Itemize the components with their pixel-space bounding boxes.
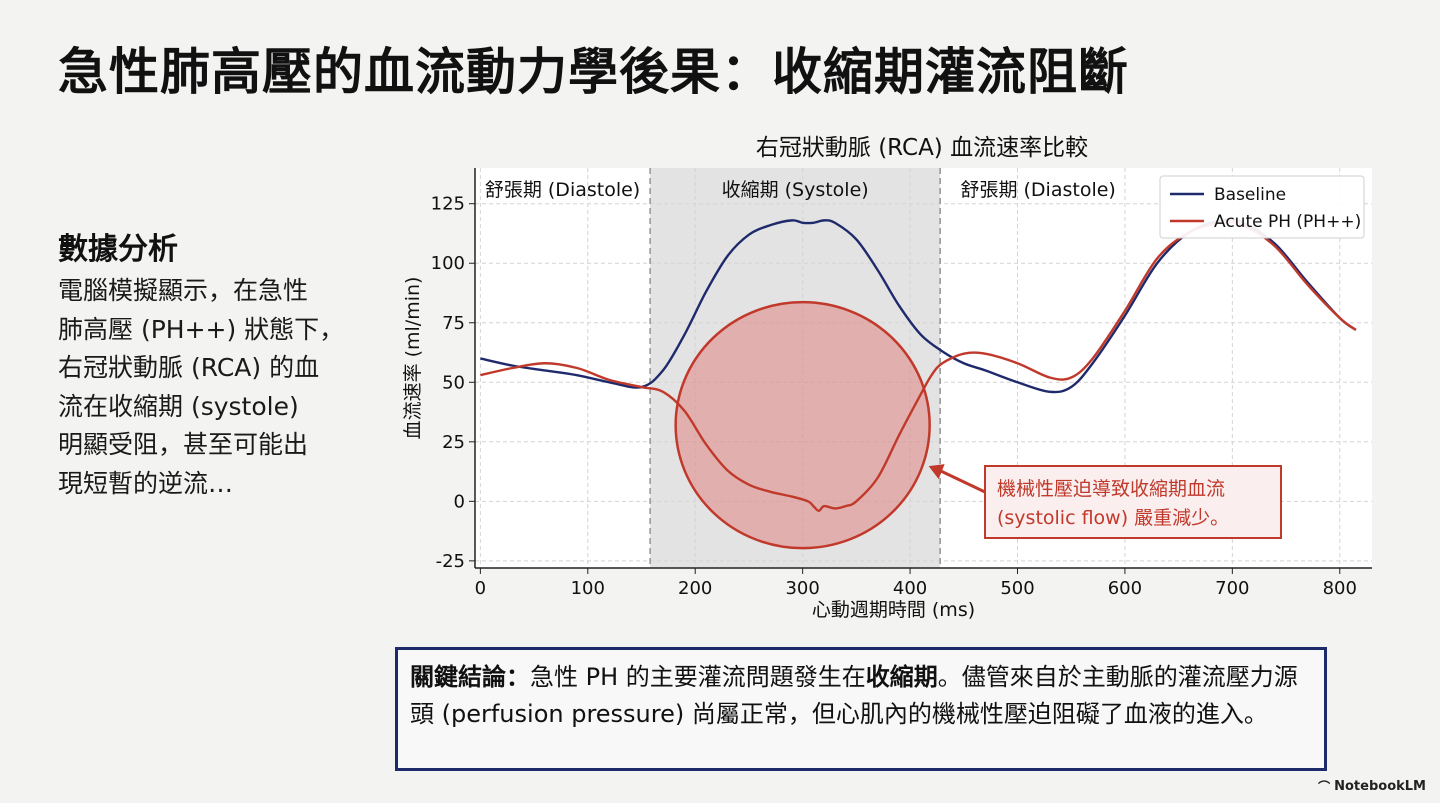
x-tick-label: 300 [785, 578, 819, 599]
y-tick-label: 0 [454, 491, 465, 512]
analysis-line: 右冠狀動脈 (RCA) 的血 [58, 353, 320, 382]
phase-label: 收縮期 (Systole) [722, 179, 869, 201]
acute-ph-series-line [480, 220, 1357, 513]
analysis-text: 電腦模擬顯示，在急性 肺高壓 (PH++) 狀態下， 右冠狀動脈 (RCA) 的… [58, 272, 358, 503]
x-tick-label: 500 [1000, 578, 1034, 599]
legend-label: Acute PH (PH++) [1214, 212, 1361, 232]
x-tick-label: 200 [678, 578, 712, 599]
highlight-circle [674, 300, 931, 550]
annotation-arrowhead [928, 464, 945, 480]
conclusion-label: 關鍵結論： [410, 663, 530, 691]
x-tick-label: 800 [1323, 578, 1357, 599]
analysis-line: 明顯受阻，甚至可能出 [58, 430, 309, 459]
notebooklm-logo-icon: ⌒ [1318, 780, 1331, 794]
page-title: 急性肺高壓的血流動力學後果：收縮期灌流阻斷 [58, 43, 1129, 101]
chart-title: 右冠狀動脈 (RCA) 血流速率比較 [756, 135, 1088, 161]
annotation-text-line-1: 機械性壓迫導致收縮期血流 [997, 478, 1225, 500]
x-tick-label: 400 [893, 578, 927, 599]
x-tick-label: 100 [571, 578, 605, 599]
analysis-line: 電腦模擬顯示，在急性 [58, 276, 309, 305]
x-axis-label: 心動週期時間 (ms) [812, 599, 975, 621]
conclusion-text-rest: 。儘管來自於主動脈的灌流壓力源頭 (perfusion pressure) 尚屬… [410, 663, 1298, 728]
rca-flow-chart: 舒張期 (Diastole) 收縮期 (Systole) 舒張期 (Diastole… [402, 135, 1372, 621]
y-tick-label: -25 [436, 551, 465, 572]
annotation-text-line-2: (systolic flow) 嚴重減少。 [997, 507, 1229, 529]
y-tick-label: 125 [431, 194, 465, 215]
brand-name: NotebookLM [1334, 779, 1426, 794]
key-conclusion-box: 關鍵結論：急性 PH 的主要灌流問題發生在收縮期。儘管來自於主動脈的灌流壓力源頭… [395, 647, 1327, 771]
x-tick-label: 600 [1108, 578, 1142, 599]
analysis-heading: 數據分析 [58, 232, 178, 267]
analysis-line: 肺高壓 (PH++) 狀態下， [58, 314, 345, 344]
y-tick-label: 75 [442, 313, 465, 334]
legend-label: Baseline [1214, 185, 1286, 205]
phase-label: 舒張期 (Diastole) [485, 179, 640, 201]
analysis-line: 現短暫的逆流… [58, 468, 234, 498]
y-tick-label: 50 [442, 372, 465, 393]
legend-box [1159, 175, 1365, 239]
y-axis-label: 血流速率 (ml/min) [402, 277, 424, 440]
notebooklm-brand: ⌒ NotebookLM [1318, 778, 1426, 795]
x-tick-label: 0 [475, 578, 486, 599]
conclusion-text: 急性 PH 的主要灌流問題發生在 [530, 663, 866, 691]
analysis-line: 流在收縮期 (systole) [58, 391, 299, 421]
phase-label: 舒張期 (Diastole) [960, 179, 1115, 201]
y-tick-label: 100 [431, 253, 465, 274]
y-tick-label: 25 [442, 432, 465, 453]
annotation-box [984, 465, 1282, 539]
conclusion-emphasis: 收縮期 [865, 663, 938, 691]
x-tick-label: 700 [1215, 578, 1249, 599]
